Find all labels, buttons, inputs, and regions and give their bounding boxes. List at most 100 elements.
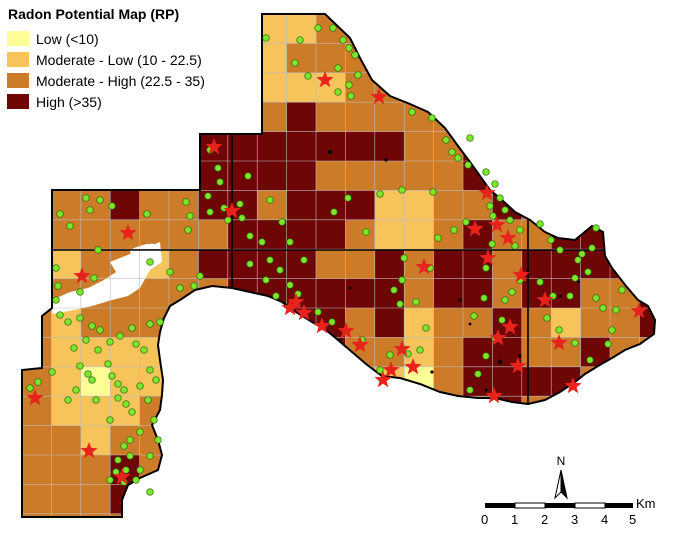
grid-cell xyxy=(433,102,464,132)
grid-cell xyxy=(80,366,111,397)
sample-point xyxy=(347,92,355,100)
high-reading-star xyxy=(485,387,503,404)
grid-cell xyxy=(433,337,464,368)
sample-point xyxy=(136,428,144,436)
sample-point xyxy=(482,168,490,176)
sample-point xyxy=(114,380,122,388)
sample-point xyxy=(92,396,100,404)
sample-point xyxy=(334,64,342,72)
sample-point xyxy=(166,268,174,276)
north-arrow-icon xyxy=(554,469,568,500)
north-label: N xyxy=(556,454,566,468)
sample-point xyxy=(143,210,151,218)
grid-cell xyxy=(580,219,611,250)
grid-cell xyxy=(257,131,287,162)
grid-cell xyxy=(316,249,346,279)
grid-cell xyxy=(80,484,111,515)
sample-point xyxy=(571,274,579,282)
grid-cell xyxy=(345,308,376,338)
legend-label: High (>35) xyxy=(36,93,102,110)
grid-cell xyxy=(22,337,52,368)
grid-cell xyxy=(286,161,317,191)
sample-point xyxy=(136,382,144,390)
sample-points xyxy=(26,24,626,496)
sample-point xyxy=(536,278,544,286)
grid-cell xyxy=(551,308,581,338)
sample-point xyxy=(96,196,104,204)
sample-point xyxy=(474,370,482,378)
sample-point xyxy=(84,370,92,378)
sample-point xyxy=(604,340,612,348)
sample-point xyxy=(120,442,128,450)
grid-cell xyxy=(404,190,434,221)
sample-point xyxy=(556,246,564,254)
sample-point xyxy=(196,272,204,280)
sample-point xyxy=(120,386,128,394)
grid-cell xyxy=(51,455,82,485)
grid-cell xyxy=(492,366,523,397)
high-reading-star xyxy=(415,258,433,275)
sample-point xyxy=(76,314,84,322)
bay-water xyxy=(130,243,160,264)
scale-bar xyxy=(485,502,633,509)
high-reading-star xyxy=(393,340,411,357)
grid-cell xyxy=(51,337,82,368)
sample-point xyxy=(491,180,499,188)
high-reading-star xyxy=(564,377,582,394)
sample-point xyxy=(496,194,504,202)
high-reading-star xyxy=(26,389,44,406)
grid-cell xyxy=(80,219,111,250)
sample-point xyxy=(72,386,80,394)
sample-point xyxy=(376,366,384,374)
grid-cell xyxy=(286,131,317,162)
sample-point xyxy=(64,396,72,404)
grid-cell xyxy=(610,249,640,279)
sample-point xyxy=(190,282,198,290)
sample-point xyxy=(204,192,212,200)
sample-point xyxy=(88,376,96,384)
high-reading-star xyxy=(488,216,506,233)
sample-point xyxy=(314,24,322,32)
sample-point xyxy=(508,288,516,296)
sample-point xyxy=(246,232,254,240)
sample-point xyxy=(54,282,62,290)
high-reading-star xyxy=(113,468,131,485)
sample-point xyxy=(48,368,56,376)
sample-point xyxy=(126,452,134,460)
sample-point xyxy=(599,304,607,312)
grid-cell xyxy=(374,219,405,250)
sample-point xyxy=(592,294,600,302)
sample-point xyxy=(304,72,312,80)
grid-cell xyxy=(433,278,464,309)
legend-label: Low (<10) xyxy=(36,30,99,47)
sample-point xyxy=(574,256,582,264)
high-reading-star xyxy=(223,202,241,219)
sample-point xyxy=(462,218,470,226)
sample-point xyxy=(329,24,337,32)
grid-cell xyxy=(463,337,493,368)
grid-cell xyxy=(22,455,52,485)
sample-point xyxy=(114,394,122,402)
sample-point xyxy=(152,376,160,384)
sample-point xyxy=(108,202,116,210)
sample-point xyxy=(428,114,436,122)
sample-point xyxy=(278,218,286,226)
sample-point xyxy=(66,222,74,230)
grid-cell xyxy=(80,455,111,485)
sample-point xyxy=(345,44,353,52)
grid-cell xyxy=(22,484,52,515)
legend-label: Moderate - High (22.5 - 35) xyxy=(36,72,205,89)
grid-cell xyxy=(51,190,82,221)
sample-point xyxy=(82,336,90,344)
grid-cell xyxy=(374,249,405,279)
sample-point xyxy=(412,298,420,306)
grid-cell xyxy=(286,190,317,221)
scale-tick-label: 0 xyxy=(481,512,489,527)
legend-title: Radon Potential Map (RP) xyxy=(8,6,180,22)
sample-point xyxy=(82,194,90,202)
high-reading-star xyxy=(374,371,392,388)
grid-cell xyxy=(551,249,581,279)
sample-point xyxy=(146,452,154,460)
sample-point xyxy=(276,266,284,274)
grid-cell xyxy=(345,219,376,250)
